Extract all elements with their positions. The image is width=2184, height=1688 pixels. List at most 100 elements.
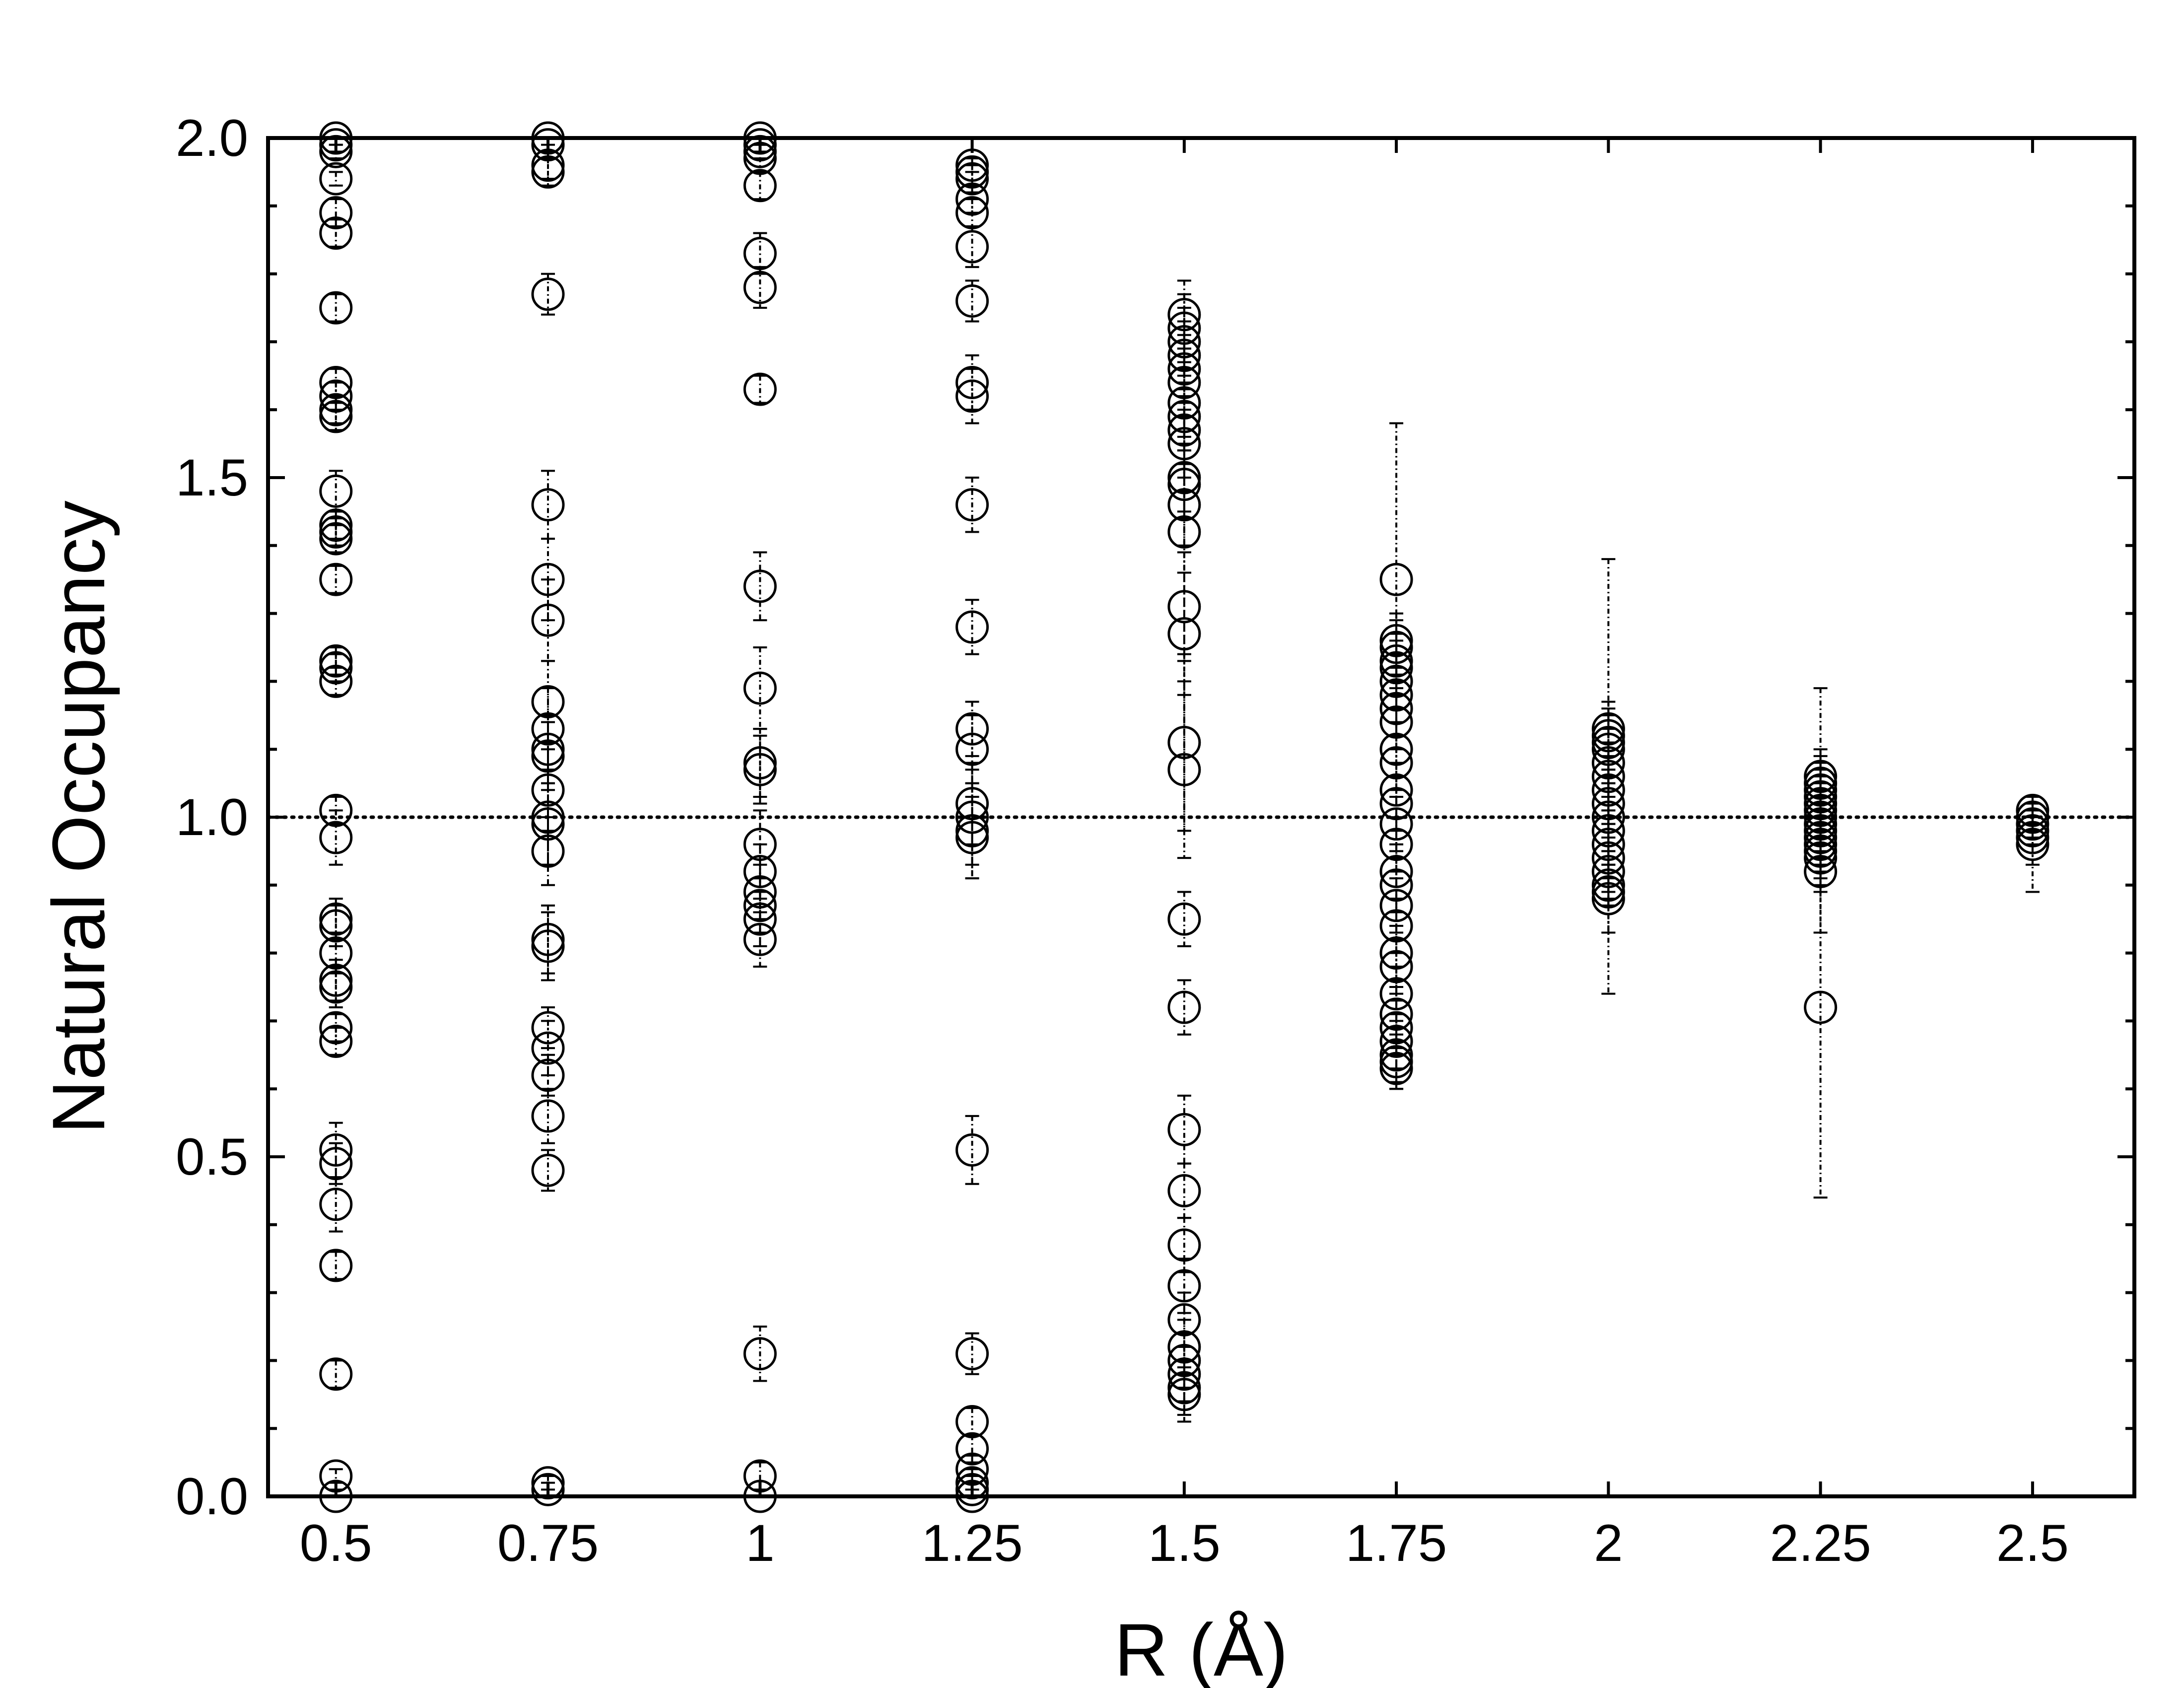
data-point: [531, 929, 565, 963]
data-point: [319, 393, 353, 426]
data-point: [743, 671, 777, 705]
data-group: [1591, 558, 1625, 995]
data-point: [531, 922, 565, 956]
data-point: [2016, 814, 2049, 847]
data-point: [743, 753, 777, 786]
data-point: [956, 800, 989, 834]
data-group: [531, 121, 565, 1506]
data-point: [743, 746, 777, 780]
data-point: [319, 515, 353, 549]
data-point: [319, 1249, 353, 1282]
data-point: [531, 603, 565, 637]
data-point: [1591, 882, 1625, 915]
data-point: [319, 474, 353, 508]
x-axis-title: R (Å): [1114, 1608, 1288, 1688]
data-point: [319, 522, 353, 556]
data-point: [956, 1337, 989, 1371]
data-group: [956, 148, 989, 1513]
data-point: [1167, 902, 1201, 936]
data-point: [319, 664, 353, 698]
data-point: [743, 169, 777, 203]
data-point: [531, 1011, 565, 1045]
x-tick-label: 2: [1594, 1514, 1623, 1572]
x-tick-labels: 0.5 0.75 1 1.25 1.5 1.75 2 2.25 2.5: [300, 1514, 2069, 1572]
data-point: [531, 807, 565, 841]
data-point: [319, 1133, 353, 1167]
data-point: [743, 1337, 777, 1371]
data-point: [956, 488, 989, 522]
data-point: [1167, 515, 1201, 549]
data-point: [1379, 1038, 1413, 1072]
data-point: [531, 1473, 565, 1506]
data-group: [319, 121, 353, 1513]
x-tick-label: 2.5: [1996, 1514, 2069, 1572]
y-tick-label: 0.5: [176, 1128, 248, 1186]
data-point: [1167, 617, 1201, 651]
data-point: [319, 1188, 353, 1221]
data-point: [1379, 563, 1413, 596]
data-point: [319, 1357, 353, 1391]
data-point: [2016, 828, 2049, 861]
data-point: [1167, 1113, 1201, 1146]
data-point: [319, 1024, 353, 1058]
data-point: [743, 922, 777, 956]
data-point: [319, 291, 353, 325]
data-point: [1804, 990, 1838, 1024]
plot-frame: [266, 136, 2136, 1498]
data-point: [956, 284, 989, 318]
x-tick-label: 1.75: [1346, 1514, 1447, 1572]
data-point: [956, 610, 989, 644]
data-point: [319, 216, 353, 250]
data-point: [1167, 990, 1201, 1024]
x-tick-label: 1.5: [1148, 1514, 1221, 1572]
y-tick-label: 1.5: [176, 449, 248, 507]
data-point: [1167, 753, 1201, 786]
x-tick-label: 0.5: [300, 1514, 372, 1572]
y-tick-label: 2.0: [176, 109, 248, 167]
data-point: [319, 563, 353, 596]
data-point: [319, 400, 353, 433]
data-point: [743, 271, 777, 304]
data-point: [956, 787, 989, 821]
y-tick-label: 0.0: [176, 1468, 248, 1526]
data-point: [531, 488, 565, 522]
data-point: [956, 821, 989, 854]
x-tick-label: 2.25: [1770, 1514, 1871, 1572]
x-tick-label: 1: [746, 1514, 774, 1572]
data-point: [531, 1153, 565, 1187]
data-point: [319, 821, 353, 854]
data-point: [1379, 1052, 1413, 1085]
data-point: [956, 1473, 989, 1506]
y-tick-label: 1.0: [176, 788, 248, 846]
x-tick-label: 0.75: [497, 1514, 599, 1572]
data-point: [1379, 889, 1413, 922]
data-group: [743, 121, 777, 1513]
data-point: [1379, 807, 1413, 841]
data-point: [956, 379, 989, 413]
data-point: [531, 1099, 565, 1133]
data-point: [319, 970, 353, 1004]
data-group: [2016, 793, 2049, 893]
data-point: [1167, 590, 1201, 624]
data-point: [531, 278, 565, 311]
data-point: [743, 569, 777, 603]
data-point: [531, 148, 565, 182]
data-point: [319, 162, 353, 196]
data-group: [1804, 687, 1838, 1199]
data-group: [1167, 280, 1201, 1423]
data-points-layer: [319, 121, 2049, 1513]
y-axis-title: Natural Occupancy: [37, 500, 120, 1134]
data-point: [1167, 1378, 1201, 1411]
data-point: [1804, 828, 1838, 861]
data-point: [1591, 875, 1625, 909]
data-point: [743, 902, 777, 936]
data-point: [1167, 1371, 1201, 1405]
data-point: [1167, 400, 1201, 433]
data-point: [1591, 868, 1625, 902]
data-point: [956, 230, 989, 264]
data-point: [1591, 854, 1625, 888]
data-point: [319, 128, 353, 162]
x-tick-label: 1.25: [921, 1514, 1023, 1572]
data-point: [956, 814, 989, 847]
